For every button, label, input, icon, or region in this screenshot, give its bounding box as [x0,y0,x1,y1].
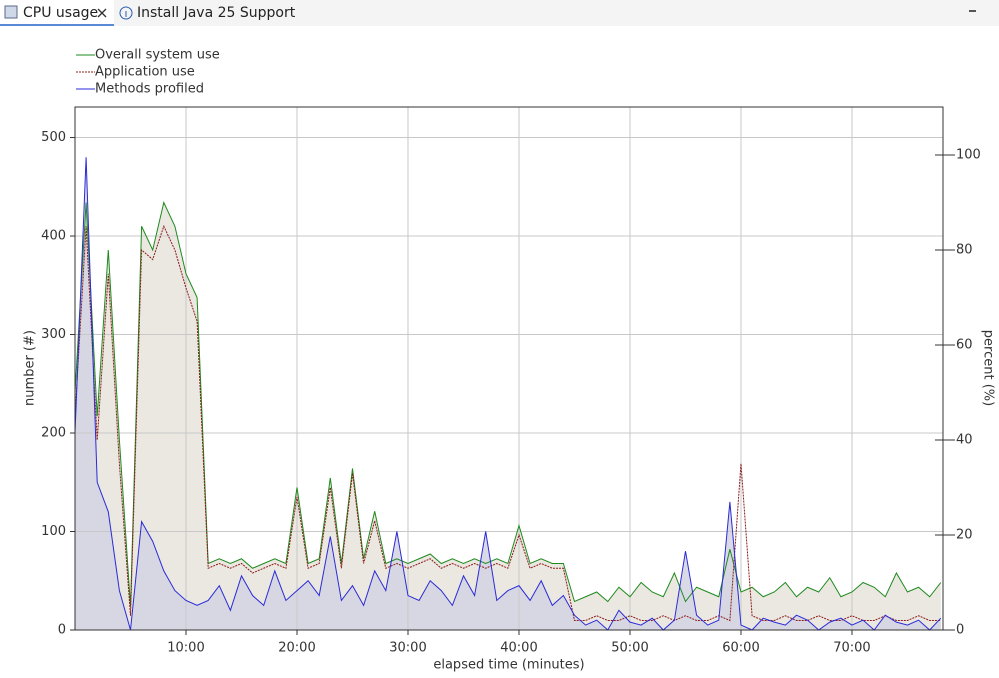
y-axis-label: number (#) [23,330,38,406]
y-tick-label: 200 [41,426,66,441]
x-tick-label: 30:00 [389,641,426,656]
legend-label: Methods profiled [95,82,204,97]
y2-axis-label: percent (%) [981,330,996,406]
plot-frame [74,106,944,631]
y2-tick-label: 60 [956,337,973,352]
minimize-icon[interactable] [969,10,976,12]
tab-label[interactable]: CPU usage [23,5,98,21]
area [75,202,941,631]
y2-tick-label: 80 [956,242,973,257]
tab-bar [0,0,999,26]
y-tick-label: 300 [41,327,66,342]
legend-label: Overall system use [95,48,220,63]
y-tick-label: 0 [58,623,66,638]
y2-tick-label: 0 [956,623,964,638]
y-tick-label: 100 [41,524,66,539]
info-icon [119,6,133,20]
x-tick-label: 10:00 [167,641,204,656]
y-tick-label: 500 [41,130,66,145]
y2-tick-label: 20 [956,527,973,542]
series-line [74,157,942,631]
y2-tick-label: 40 [956,432,973,447]
close-icon[interactable] [97,8,107,18]
tab-label[interactable]: Install Java 25 Support [137,5,296,21]
legend-label: Application use [95,65,195,80]
series-line [74,224,941,622]
x-tick-label: 60:00 [722,641,759,656]
area [75,157,941,631]
active-tab[interactable] [0,0,114,26]
y2-tick-label: 100 [956,147,981,162]
x-tick-label: 20:00 [278,641,315,656]
series-line [74,200,942,607]
x-tick-label: 40:00 [500,641,537,656]
x-tick-label: 70:00 [833,641,870,656]
x-axis-label: elapsed time (minutes) [433,658,584,673]
tab-icon [4,5,18,19]
y-tick-label: 400 [41,229,66,244]
x-tick-label: 50:00 [611,641,648,656]
